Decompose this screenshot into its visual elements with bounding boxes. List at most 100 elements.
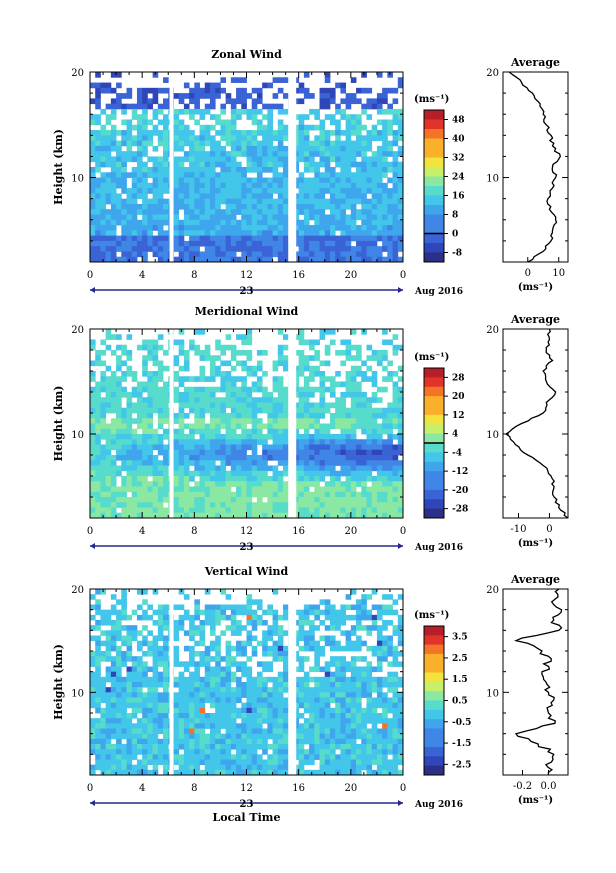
profile-frame: [502, 328, 569, 519]
day-axis-arrow-left: [90, 543, 95, 549]
x-tick-label: 12: [240, 526, 253, 537]
colorbar-swatch: [424, 626, 444, 636]
panel-3: Vertical Wind 10 20 Height (km) 0 4 8 12 16 20 0 23…: [52, 565, 569, 824]
colorbar-tick-label: 4: [452, 430, 458, 440]
colorbar-swatch: [424, 644, 444, 655]
colorbar-tick-label: 1.5: [452, 675, 468, 685]
colorbar: 28 20 12 4 -4 -12 -20 -28 (ms⁻¹): [414, 352, 468, 519]
heatmap-field: [90, 72, 404, 263]
colorbar-swatch: [424, 461, 444, 472]
x-tick-label: 20: [344, 270, 357, 281]
profile-y-tick-label: 20: [486, 585, 499, 596]
heatmap-field: [90, 589, 404, 776]
date-label: Aug 2016: [414, 800, 463, 810]
x-axis-label: Local Time: [213, 811, 281, 824]
profile-x-tick-label: 10: [552, 268, 565, 279]
colorbar-swatch: [424, 377, 444, 388]
average-profile: Average 10 20 0 10 (ms⁻¹): [486, 56, 569, 293]
x-tick-label: 0: [400, 270, 406, 281]
y-axis-label: Height (km): [52, 386, 65, 462]
x-tick-label: 20: [344, 526, 357, 537]
x-tick-label: 8: [191, 783, 197, 794]
average-profile: Average 10 20 -10 0 (ms⁻¹): [486, 313, 569, 549]
colorbar-swatch: [424, 765, 444, 776]
colorbar-swatch: [424, 663, 444, 674]
colorbar-swatch: [424, 737, 444, 748]
data-gap: [169, 589, 174, 775]
y-axis-label: Height (km): [52, 129, 65, 205]
data-gap: [288, 329, 297, 518]
colorbar-swatch: [424, 728, 444, 739]
panel-title: Meridional Wind: [195, 305, 299, 318]
colorbar-tick-label: 12: [452, 411, 465, 421]
colorbar-swatch: [424, 635, 444, 646]
colorbar-tick-label: -8: [452, 249, 462, 259]
x-tick-label: 8: [191, 270, 197, 281]
colorbar-tick-label: 3.5: [452, 633, 468, 643]
x-tick-label: 20: [344, 783, 357, 794]
colorbar-swatch: [424, 214, 444, 225]
colorbar-swatch: [424, 396, 444, 406]
colorbar-tick-label: -12: [452, 467, 468, 477]
colorbar: 48 40 32 24 16 8 0 -8 (ms⁻¹): [414, 94, 465, 263]
y-tick-label: 20: [71, 325, 84, 336]
profile-x-label: (ms⁻¹): [518, 282, 553, 293]
y-tick-label: 10: [71, 430, 84, 441]
colorbar-unit: (ms⁻¹): [414, 94, 449, 105]
colorbar-tick-label: -4: [452, 448, 462, 458]
colorbar-swatch: [424, 167, 444, 177]
colorbar-swatch: [424, 433, 444, 444]
colorbar-frame: [423, 109, 445, 263]
y-tick-label: 20: [71, 585, 84, 596]
colorbar-tick-label: 16: [452, 192, 465, 202]
colorbar-swatch: [424, 129, 444, 139]
colorbar-swatch: [424, 471, 444, 481]
colorbar-swatch: [424, 719, 444, 729]
x-tick-label: 16: [292, 270, 305, 281]
x-tick-label: 0: [400, 783, 406, 794]
x-tick-label: 0: [87, 526, 93, 537]
colorbar-swatch: [424, 176, 444, 187]
y-tick-label: 10: [71, 174, 84, 185]
colorbar-swatch: [424, 747, 444, 757]
x-tick-label: 0: [87, 783, 93, 794]
x-tick-label: 16: [292, 526, 305, 537]
x-tick-label: 8: [191, 526, 197, 537]
colorbar-tick-label: 2.5: [452, 654, 468, 664]
data-gap: [288, 72, 297, 262]
x-tick-label: 16: [292, 783, 305, 794]
x-tick-label: 12: [240, 270, 253, 281]
y-axis-label: Height (km): [52, 644, 65, 720]
colorbar-tick-label: 20: [452, 392, 465, 402]
x-tick-label: 12: [240, 783, 253, 794]
colorbar-swatch: [424, 157, 444, 168]
data-gap: [169, 329, 174, 518]
colorbar-swatch: [424, 414, 444, 425]
colorbar-swatch: [424, 224, 444, 234]
profile-y-tick-label: 10: [486, 688, 499, 699]
colorbar-swatch: [424, 700, 444, 711]
colorbar: 3.5 2.5 1.5 0.5 -0.5 -1.5 -2.5 (ms⁻¹): [414, 610, 471, 776]
day-axis-arrow-right: [398, 287, 403, 293]
colorbar-tick-label: 40: [452, 135, 465, 145]
panel-title: Vertical Wind: [204, 565, 289, 578]
x-tick-label: 4: [139, 783, 145, 794]
y-tick-label: 10: [71, 688, 84, 699]
day-axis-arrow-left: [90, 287, 95, 293]
profile-y-tick-label: 20: [486, 68, 499, 79]
colorbar-unit: (ms⁻¹): [414, 352, 449, 363]
x-tick-label: 4: [139, 526, 145, 537]
profile-line: [508, 71, 561, 263]
colorbar-tick-label: -1.5: [452, 739, 471, 749]
colorbar-swatch: [424, 452, 444, 463]
colorbar-tick-label: -0.5: [452, 718, 471, 728]
day-label: 23: [240, 799, 254, 810]
panel-2: Meridional Wind 10 20 Height (km) 0 4 8 12 16 20 0…: [52, 305, 569, 553]
colorbar-swatch: [424, 672, 444, 683]
colorbar-swatch: [424, 368, 444, 378]
profile-x-tick-label: -10: [510, 524, 526, 535]
profile-x-tick-label: 0: [525, 268, 531, 279]
colorbar-swatch: [424, 186, 444, 196]
colorbar-swatch: [424, 205, 444, 215]
